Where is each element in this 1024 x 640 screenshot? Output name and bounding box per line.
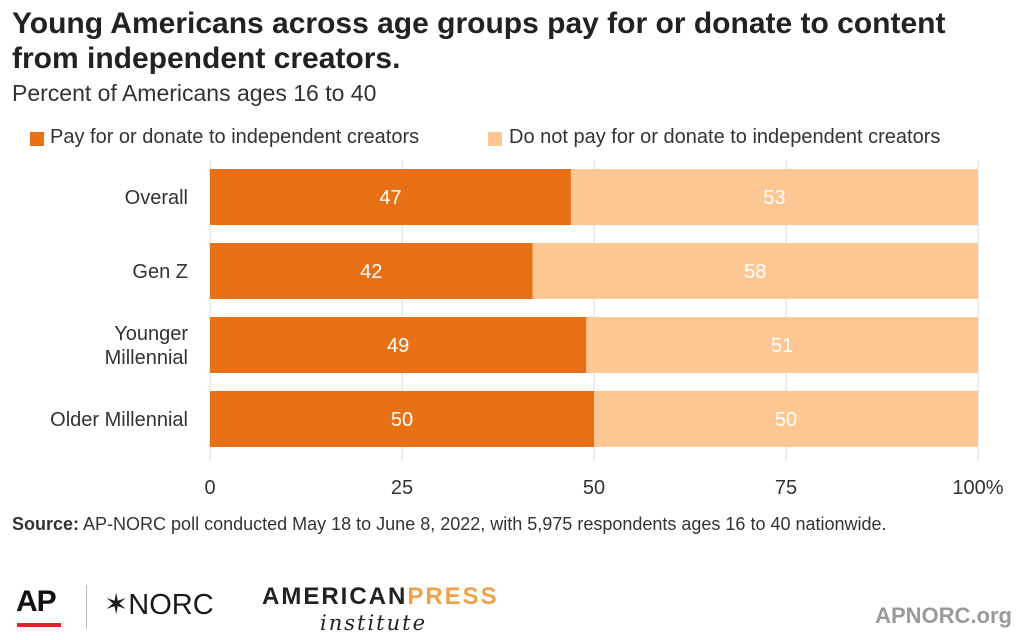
logo-divider [86, 585, 87, 629]
x-tick-label: 50 [583, 477, 605, 499]
data-label: 58 [744, 261, 766, 283]
chart-title: Young Americans across age groups pay fo… [12, 7, 946, 75]
legend-swatch-not-pay [488, 132, 502, 146]
bar-segment [586, 317, 978, 373]
bar-segment [570, 169, 978, 225]
x-tick-label: 25 [391, 477, 413, 499]
bar-segment [210, 169, 571, 225]
legend-swatch-pay [30, 132, 44, 146]
x-tick-label: 0 [204, 477, 215, 499]
footer-logos: AP ✶NORC AMERICANPRESS institute APNORC.… [0, 575, 1024, 640]
bar-segment [532, 243, 978, 299]
bar-segment [210, 243, 533, 299]
chart-subtitle: Percent of Americans ages 16 to 40 [12, 80, 377, 106]
source-text: AP-NORC poll conducted May 18 to June 8,… [79, 514, 887, 534]
data-label: 50 [391, 409, 413, 431]
ap-logo: AP [16, 585, 57, 618]
bar-chart: 47 53 42 58 49 51 50 50 Overall Gen Z Younger Mill… [50, 160, 1004, 499]
american-press-institute-logo: AMERICANPRESS [262, 583, 499, 611]
apnorc-url: APNORC.org [875, 603, 1012, 628]
norc-logo: ✶NORC [104, 589, 214, 621]
data-label: 47 [379, 187, 401, 209]
data-label: 51 [771, 335, 793, 357]
data-label: 49 [387, 335, 409, 357]
x-tick-label: 100% [952, 477, 1003, 499]
bar-segment [210, 391, 594, 447]
data-label: 53 [763, 187, 785, 209]
api-press: PRESS [407, 583, 499, 610]
source-label: Source: [12, 514, 80, 534]
api-american: AMERICAN [262, 583, 408, 610]
legend: Pay for or donate to independent creator… [0, 126, 1024, 156]
category-label: Gen Z [132, 261, 188, 283]
category-label: Overall [125, 187, 188, 209]
data-label: 42 [360, 261, 382, 283]
legend-label-pay: Pay for or donate to independent creator… [50, 126, 420, 148]
legend-label-not-pay: Do not pay for or donate to independent … [509, 126, 941, 148]
api-institute: institute [320, 611, 428, 635]
ap-logo-underline [17, 623, 61, 627]
category-label: Younger Millennial [105, 323, 189, 369]
x-tick-label: 75 [775, 477, 797, 499]
data-label: 50 [775, 409, 797, 431]
source-note: Source: AP-NORC poll conducted May 18 to… [12, 512, 1012, 536]
bar-segment [210, 317, 587, 373]
category-label: Older Millennial [50, 409, 188, 431]
bar-segment [594, 391, 978, 447]
